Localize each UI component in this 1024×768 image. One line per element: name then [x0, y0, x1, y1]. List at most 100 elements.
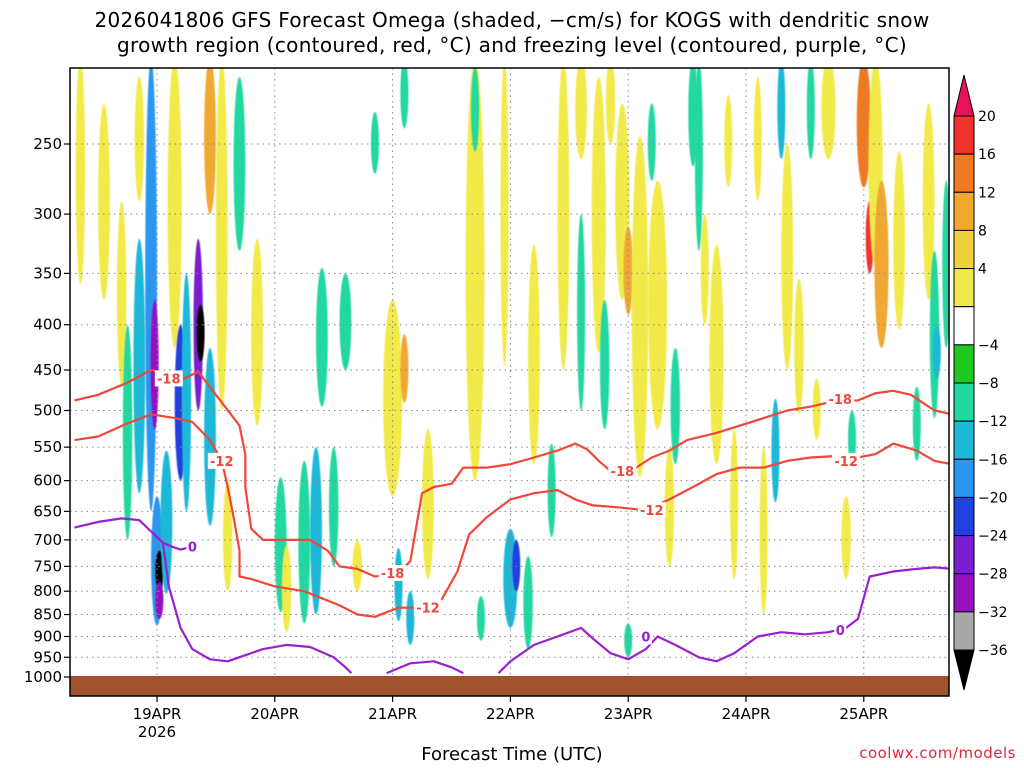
- contour-label--12: -12: [834, 455, 858, 470]
- temperature-contours: -18 -18 -18 -18 -12 -12 -12 -12 0 0 0: [74, 368, 949, 675]
- contour-label--18: -18: [828, 393, 852, 408]
- colorbar-label: −24: [978, 529, 1008, 545]
- colorbar-box: [953, 535, 975, 575]
- omega-cell-43: [512, 539, 521, 592]
- omega-cell-17: [204, 68, 216, 215]
- contour-label-bg: [639, 628, 652, 645]
- chart-title-line2: growth region (contoured, red, °C) and f…: [117, 33, 907, 57]
- omega-cell-14: [181, 273, 192, 512]
- omega-cell-1: [98, 103, 110, 300]
- omega-cell-57: [647, 103, 656, 181]
- omega-cell-54: [623, 226, 633, 315]
- y-tick-label-450: 450: [33, 361, 62, 379]
- colorbar-label: 4: [978, 262, 987, 278]
- y-tick-label-550: 550: [33, 438, 62, 456]
- contour-line-0-1: [161, 542, 353, 674]
- y-tick-label-300: 300: [33, 205, 62, 223]
- contour-label-bg: [637, 502, 666, 519]
- x-axis-title: Forecast Time (UTC): [421, 744, 603, 765]
- contour-line-0-0: [74, 517, 193, 551]
- x-tick-label-20APR: 20APR: [250, 705, 299, 723]
- x-tick-label-22APR: 22APR: [486, 705, 535, 723]
- contour-label-bg: [834, 622, 847, 639]
- omega-cell-47: [557, 68, 570, 370]
- omega-cell-75: [821, 68, 836, 160]
- omega-cell-4: [122, 324, 133, 540]
- contour-label-bg: [832, 452, 861, 469]
- omega-cell-0: [75, 68, 86, 285]
- omega-cell-33: [394, 548, 403, 622]
- omega-cell-45: [528, 244, 540, 465]
- omega-cell-25: [298, 460, 311, 624]
- y-tick-label-700: 700: [33, 531, 62, 549]
- colorbar-box: [953, 420, 975, 460]
- omega-cell-16: [196, 304, 205, 362]
- omega-cell-26: [310, 447, 322, 615]
- omega-cell-74: [812, 378, 821, 441]
- omega-cell-63: [700, 214, 709, 325]
- omega-cell-69: [777, 68, 786, 160]
- omega-cell-72: [794, 278, 804, 415]
- colorbar-label: −36: [978, 643, 1008, 659]
- omega-cell-65: [724, 94, 733, 188]
- contour-line--18-0: [74, 368, 949, 578]
- y-tick-label-400: 400: [33, 316, 62, 334]
- y-tick-label-750: 750: [33, 557, 62, 575]
- colorbar-box: [953, 115, 975, 155]
- omega-cell-68: [759, 447, 768, 615]
- colorbar-label: −4: [978, 338, 999, 354]
- colorbar: 20 16 12 8 4 −4 −8 −12 −16 −20 −24 −28 −32 −36: [953, 74, 1008, 691]
- contour-label-bg: [378, 564, 407, 581]
- site-credit-link[interactable]: coolwx.com/models: [859, 744, 1016, 762]
- contour-label-0: 0: [836, 624, 845, 639]
- colorbar-label: −28: [978, 567, 1008, 583]
- contour-label-bg: [826, 390, 855, 407]
- colorbar-box: [953, 458, 975, 498]
- colorbar-label: −8: [978, 376, 999, 392]
- colorbar-label: 8: [978, 223, 987, 239]
- omega-cell-73: [806, 68, 815, 160]
- omega-cell-62: [694, 68, 703, 251]
- contour-label-bg: [207, 452, 236, 469]
- contour-label-bg: [413, 599, 442, 616]
- colorbar-box: [953, 191, 975, 231]
- omega-cell-41: [500, 68, 509, 366]
- y-tick-label-900: 900: [33, 627, 62, 645]
- omega-cell-3: [134, 76, 145, 202]
- omega-cell-70: [771, 398, 780, 503]
- x-tick-label-23APR: 23APR: [604, 705, 653, 723]
- omega-cell-9: [155, 550, 164, 592]
- omega-cell-5: [133, 238, 146, 494]
- omega-cell-35: [400, 68, 409, 129]
- y-tick-label-850: 850: [33, 606, 62, 624]
- omega-cell-71: [781, 143, 794, 370]
- plot-frame: [69, 67, 950, 697]
- colorbar-box: [953, 496, 975, 537]
- omega-cell-66: [730, 429, 739, 579]
- omega-cell-56: [648, 180, 668, 430]
- omega-cell-48: [577, 214, 586, 411]
- omega-cell-21: [233, 76, 246, 251]
- contour-label-0: 0: [188, 540, 197, 555]
- contour-label--12: -12: [640, 504, 664, 519]
- omega-cell-29: [339, 273, 352, 370]
- colorbar-box: [953, 382, 975, 422]
- contour-label--12: -12: [210, 455, 234, 470]
- omega-shading: [75, 68, 949, 658]
- omega-cell-64: [709, 244, 724, 465]
- omega-cell-55: [631, 136, 649, 478]
- contour-label--18: -18: [381, 567, 405, 582]
- omega-cell-78: [856, 68, 871, 188]
- omega-cell-20: [222, 480, 233, 592]
- colorbar-label: −12: [978, 414, 1008, 430]
- colorbar-box: [953, 229, 975, 270]
- contour-line-0-3: [497, 566, 949, 674]
- contour-label--18: -18: [611, 465, 635, 480]
- colorbar-top-arrow: [953, 74, 975, 117]
- y-tick-label-650: 650: [33, 502, 62, 520]
- x-tick-label-19APR: 19APR: [133, 705, 182, 723]
- omega-cell-28: [328, 447, 339, 567]
- x-tick-label-21APR: 21APR: [368, 705, 417, 723]
- contour-label-bg: [608, 462, 637, 479]
- omega-cell-12: [167, 68, 182, 348]
